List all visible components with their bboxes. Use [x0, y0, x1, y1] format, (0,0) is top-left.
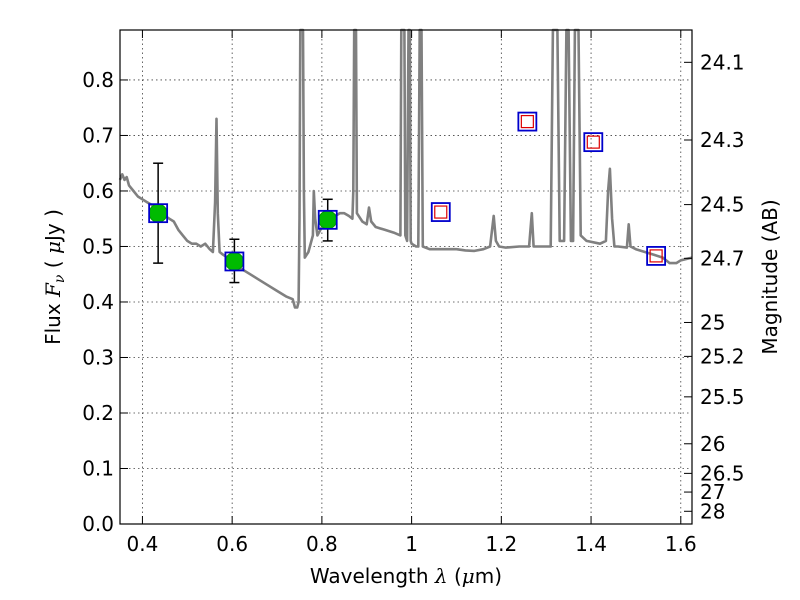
observed-point	[224, 251, 244, 271]
magnitude-tick-label: 26	[700, 432, 725, 456]
magnitude-tick-label: 27	[700, 480, 725, 504]
magnitude-tick-label: 24.1	[700, 50, 745, 74]
model-band-square	[148, 203, 169, 224]
magnitude-tick-label: 28	[700, 499, 725, 523]
plot-frame	[119, 29, 693, 525]
model-band-inner-square	[649, 249, 663, 263]
model-band-squares	[148, 111, 667, 272]
y-tick-label: 0.5	[82, 234, 114, 258]
magnitude-tick-label: 26.5	[700, 461, 745, 485]
magnitude-tick-label: 24.5	[700, 193, 745, 217]
magnitude-tick-label: 25	[700, 310, 725, 334]
model-band-square	[430, 202, 451, 222]
observed-point	[148, 203, 168, 223]
y-tick-label: 0.4	[82, 290, 114, 314]
spectrum-layer	[118, 28, 693, 309]
x-tick-label: 0.8	[306, 532, 338, 556]
y-tick-label: 0.2	[82, 401, 114, 425]
model-band-inner-square	[520, 114, 534, 129]
x-tick-label: 1.2	[485, 532, 517, 556]
x-tick-label: 1	[405, 532, 418, 556]
model-spectrum-line	[118, 28, 693, 309]
magnitude-axis-title: Magnitude (AB)	[758, 199, 782, 354]
model-band-inner-square	[434, 205, 448, 219]
x-tick-label: 0.4	[127, 532, 159, 556]
y-tick-label: 0.3	[82, 345, 114, 369]
x-axis-ticks: 0.4 0.6 0.8 1 1.2 1.4 1.6	[127, 30, 697, 556]
y-tick-label: 0.8	[82, 68, 114, 92]
y-tick-label: 0.7	[82, 123, 114, 147]
model-band-square	[317, 209, 338, 230]
y-tick-label: 0.1	[82, 456, 114, 480]
y-axis-ticks: 0.0 0.1 0.2 0.3 0.4 0.5 0.6 0.7 0.8	[82, 68, 128, 536]
magnitude-tick-label: 25.2	[700, 344, 745, 368]
x-axis-title: Wavelength λ (μm)	[310, 564, 502, 588]
observed-point	[318, 210, 338, 230]
model-band-square	[224, 251, 245, 272]
model-band-square	[517, 111, 538, 132]
magnitude-tick-label: 24.3	[700, 128, 745, 152]
y-axis-title: Flux Fν ( μJy )	[41, 209, 68, 345]
x-tick-label: 1.4	[575, 532, 607, 556]
y-tick-label: 0.6	[82, 179, 114, 203]
x-tick-label: 1.6	[665, 532, 697, 556]
model-band-square	[646, 246, 667, 266]
model-band-inner-square	[586, 135, 600, 149]
x-tick-label: 0.6	[216, 532, 248, 556]
model-band-square	[583, 132, 604, 153]
y-tick-label: 0.0	[82, 512, 114, 536]
magnitude-tick-label: 25.5	[700, 385, 745, 409]
magnitude-tick-label: 24.7	[700, 246, 745, 270]
